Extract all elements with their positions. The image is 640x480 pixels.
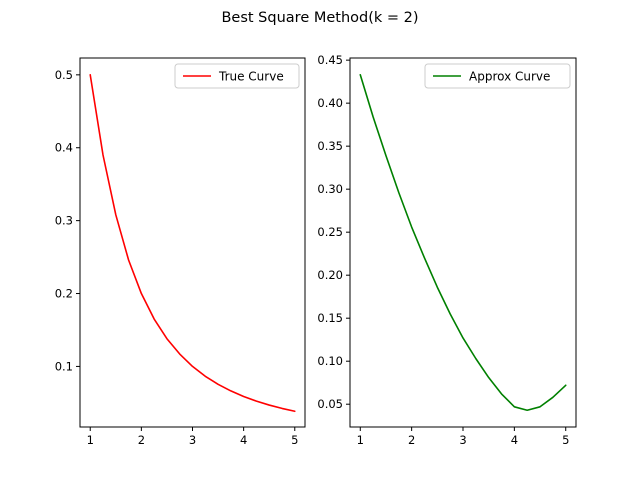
y-tick-label: 0.1: [55, 359, 73, 373]
y-tick-label: 0.2: [55, 287, 73, 301]
x-tick-label: 2: [408, 433, 415, 447]
x-tick-label: 2: [138, 433, 145, 447]
legend: True Curve: [174, 63, 300, 89]
x-tick-label: 1: [357, 433, 364, 447]
y-tick-label: 0.20: [317, 268, 343, 282]
series-line-1: [359, 73, 567, 412]
subplot-2: 1 2 3 4 5 0.05 0.10 0.15 0.20 0.25 0.30 0.35 0.40 0.4…: [317, 53, 577, 447]
x-tick-label: 4: [511, 433, 518, 447]
legend-box: [174, 63, 300, 89]
x-tick-label: 5: [291, 433, 298, 447]
legend-label: True Curve: [218, 70, 284, 84]
y-tick-label: 0.5: [55, 68, 73, 82]
y-tick-label: 0.05: [317, 397, 343, 411]
y-tick-label: 0.30: [317, 182, 343, 196]
series-line-1: [89, 74, 296, 413]
y-tick-label: 0.3: [55, 214, 73, 228]
y-tick-label: 0.10: [317, 354, 343, 368]
figure-title: Best Square Method(k = 2): [221, 10, 418, 26]
legend: Approx Curve: [424, 63, 571, 89]
x-tick-label: 4: [240, 433, 247, 447]
y-tick-label: 0.40: [317, 96, 343, 110]
x-tick-label: 3: [459, 433, 466, 447]
legend-box: [424, 63, 571, 89]
y-tick-label: 0.15: [317, 311, 343, 325]
subplot-1: 1 2 3 4 5 0.1 0.2 0.3 0.4 0.5 True Curve: [55, 57, 306, 447]
y-tick-label: 0.35: [317, 139, 343, 153]
y-tick-label: 0.45: [317, 53, 343, 67]
x-tick-label: 5: [562, 433, 569, 447]
legend-label: Approx Curve: [469, 70, 550, 84]
y-tick-label: 0.25: [317, 225, 343, 239]
x-tick-label: 3: [189, 433, 196, 447]
plots-container: 1 2 3 4 5 0.1 0.2 0.3 0.4 0.5 True Curve 1 2 3 4 5 0.05 0…: [55, 53, 577, 447]
x-tick-label: 1: [87, 433, 94, 447]
y-tick-label: 0.4: [55, 141, 73, 155]
